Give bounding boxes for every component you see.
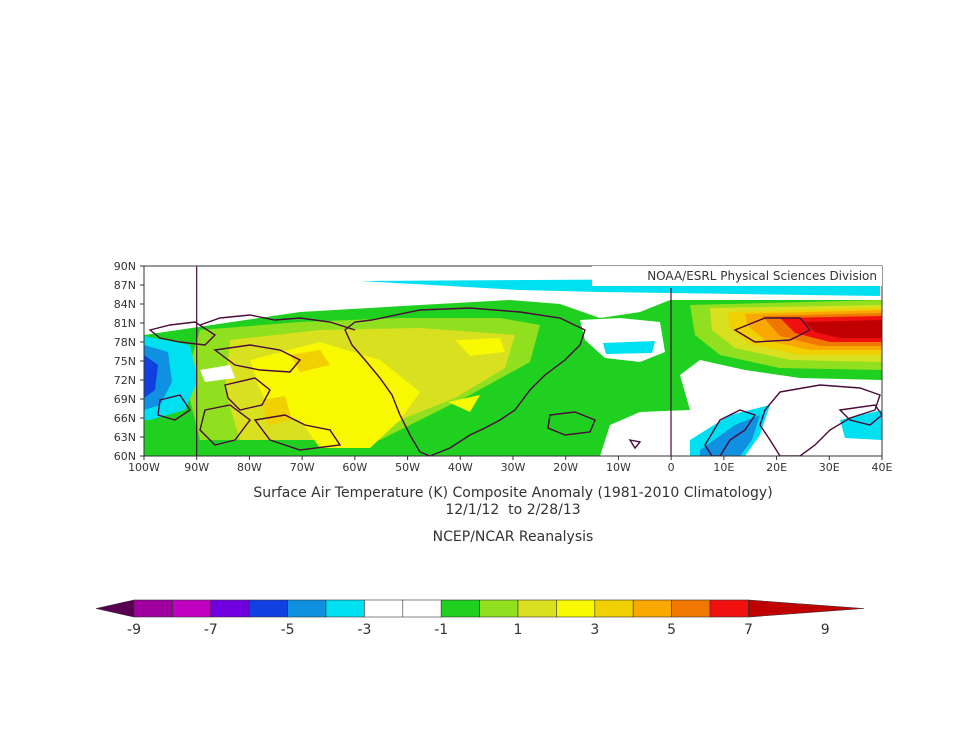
credit-box xyxy=(592,266,882,286)
colorbar-swatch xyxy=(517,599,557,618)
lat-tick-label: 87N xyxy=(114,279,136,292)
longitude-axis: 100W 90W 80W 70W 60W 50W 40W 30W 20W 10W 0 10E 20E 30… xyxy=(128,456,893,474)
lat-tick-label: 90N xyxy=(114,260,136,273)
colorbar-label: 5 xyxy=(667,622,676,638)
lat-tick-label: 75N xyxy=(114,355,136,368)
lon-tick-label: 0 xyxy=(668,461,675,474)
lon-tick-label: 40W xyxy=(448,461,473,474)
lon-tick-label: 30E xyxy=(819,461,840,474)
colorbar-swatch xyxy=(556,599,596,618)
colorbar-label: -5 xyxy=(281,622,295,638)
colorbar-swatch xyxy=(133,599,173,618)
lon-tick-label: 10W xyxy=(606,461,631,474)
map-panel: NOAA/ESRL Physical Sciences Division 90N… xyxy=(114,260,893,474)
colorbar-label: 1 xyxy=(514,622,523,638)
colorbar-swatch xyxy=(172,599,212,618)
colorbar-label: -3 xyxy=(357,622,371,638)
colorbar-swatch xyxy=(210,599,250,618)
colorbar-swatch xyxy=(479,599,519,618)
lat-tick-label: 78N xyxy=(114,336,136,349)
lon-tick-label: 90W xyxy=(184,461,209,474)
lon-tick-label: 20E xyxy=(766,461,787,474)
colorbar-label: -1 xyxy=(434,622,448,638)
lon-tick-label: 80W xyxy=(237,461,262,474)
data-source: NCEP/NCAR Reanalysis xyxy=(433,529,594,545)
lon-tick-label: 50W xyxy=(395,461,420,474)
lon-tick-label: 100W xyxy=(128,461,160,474)
colorbar-label: 9 xyxy=(821,622,830,638)
colorbar-label: 7 xyxy=(744,622,753,638)
coastlines xyxy=(148,307,882,456)
anomaly-contour-cyan-small xyxy=(603,341,655,354)
lat-tick-label: 84N xyxy=(114,298,136,311)
lat-tick-label: 63N xyxy=(114,431,136,444)
lon-tick-label: 30W xyxy=(501,461,526,474)
lon-tick-label: 40E xyxy=(872,461,893,474)
colorbar-label: -9 xyxy=(127,622,141,638)
colorbar-swatch xyxy=(364,599,404,618)
colorbar-label: 3 xyxy=(590,622,599,638)
colorbar-swatch xyxy=(325,599,365,618)
colorbar-swatch xyxy=(632,599,672,618)
latitude-axis: 90N 87N 84N 81N 78N 75N 72N 69N 66N 63N 60N xyxy=(114,260,144,463)
colorbar-swatch xyxy=(440,599,480,618)
colorbar-label: -7 xyxy=(204,622,218,638)
anomaly-contour-blue-west xyxy=(144,355,158,398)
anomaly-field xyxy=(144,278,882,456)
anomaly-contour-yellow-2 xyxy=(455,338,505,356)
lon-tick-label: 10E xyxy=(713,461,734,474)
colorbar-swatch xyxy=(248,599,288,618)
colorbar-swatch xyxy=(671,599,711,618)
colorbar: -9 -7 -5 -3 -1 1 3 5 7 9 xyxy=(95,599,865,638)
colorbar-swatch xyxy=(709,599,749,618)
lat-tick-label: 81N xyxy=(114,317,136,330)
colorbar-swatch xyxy=(594,599,634,618)
colorbar-low-arrow xyxy=(95,599,135,618)
lat-tick-label: 72N xyxy=(114,374,136,387)
lat-tick-label: 69N xyxy=(114,393,136,406)
colorbar-swatch xyxy=(287,599,327,618)
anomaly-contour-yellow-3 xyxy=(448,395,480,412)
lon-tick-label: 70W xyxy=(290,461,315,474)
credit-text: NOAA/ESRL Physical Sciences Division xyxy=(647,269,877,283)
colorbar-swatch xyxy=(402,599,442,618)
lon-tick-label: 20W xyxy=(553,461,578,474)
colorbar-high-arrow xyxy=(748,599,865,618)
date-range: 12/1/12 to 2/28/13 xyxy=(445,502,580,518)
lat-tick-label: 60N xyxy=(114,450,136,463)
anomaly-contour-gold xyxy=(290,350,330,372)
figure-title: Surface Air Temperature (K) Composite An… xyxy=(253,485,772,501)
lon-tick-label: 60W xyxy=(342,461,367,474)
anomaly-contour-lightblue-scandinavia xyxy=(700,415,760,456)
anomaly-contour-white-2 xyxy=(200,365,235,382)
lat-tick-label: 66N xyxy=(114,412,136,425)
anomaly-contour-darkred xyxy=(805,320,882,338)
